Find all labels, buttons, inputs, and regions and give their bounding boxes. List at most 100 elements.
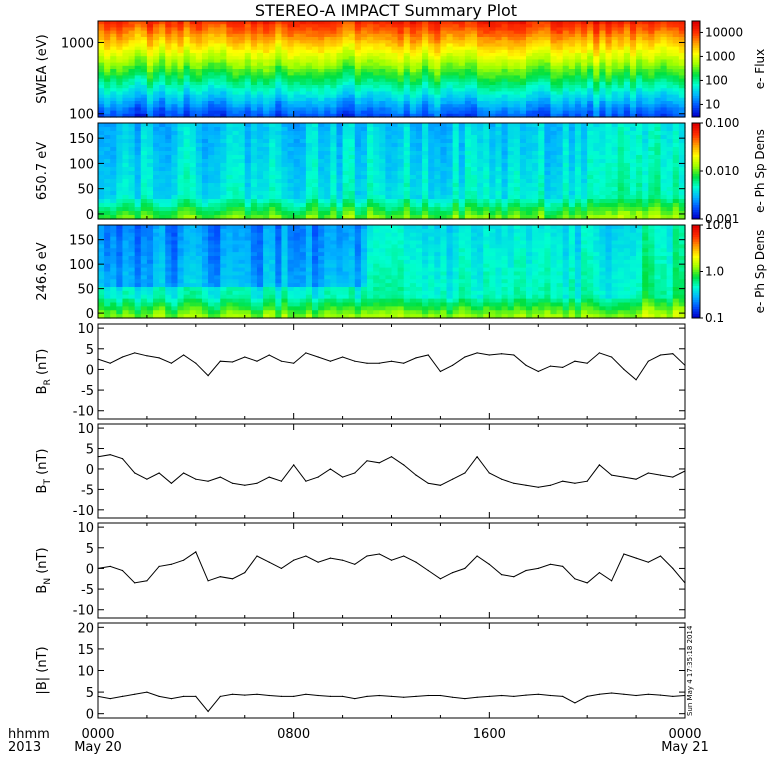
- spectrogram-cell: [599, 167, 607, 172]
- spectrogram-cell: [483, 155, 490, 160]
- spectrogram-cell: [324, 123, 331, 128]
- spectrogram-cell: [287, 143, 295, 148]
- spectrogram-cell: [434, 88, 442, 92]
- spectrogram-cell: [562, 107, 570, 112]
- spectrogram-cell: [238, 75, 246, 80]
- spectrogram-cell: [177, 199, 185, 204]
- spectrogram-cell: [446, 33, 454, 38]
- spectrogram-cell: [146, 104, 154, 108]
- spectrogram-cell: [501, 171, 509, 176]
- spectrogram-cell: [556, 101, 564, 105]
- spectrogram-cell: [116, 135, 124, 140]
- spectrogram-cell: [183, 94, 191, 99]
- spectrogram-cell: [299, 167, 307, 172]
- spectrogram-cell: [587, 175, 594, 180]
- spectrogram-cell: [385, 159, 393, 164]
- spectrogram-cell: [428, 143, 435, 148]
- spectrogram-cell: [422, 91, 429, 96]
- spectrogram-cell: [403, 155, 411, 160]
- spectrogram-cell: [672, 104, 680, 108]
- spectrogram-cell: [422, 81, 429, 86]
- spectrogram-cell: [470, 215, 478, 220]
- spectrogram-cell: [477, 163, 484, 168]
- spectrogram-cell: [134, 127, 142, 132]
- spectrogram-cell: [305, 110, 313, 115]
- spectrogram-cell: [189, 97, 197, 102]
- spectrogram-cell: [379, 199, 386, 204]
- spectrogram-cell: [250, 59, 258, 64]
- spectrogram-cell: [324, 78, 331, 83]
- spectrogram-cell: [593, 135, 600, 140]
- spectrogram-cell: [128, 175, 136, 180]
- spectrogram-cell: [544, 53, 552, 57]
- spectrogram-cell: [666, 56, 674, 60]
- spectrogram-cell: [452, 199, 460, 204]
- spectrogram-cell: [275, 107, 283, 112]
- spectrogram-cell: [495, 59, 503, 64]
- spectrogram-cell: [391, 203, 399, 208]
- spectrogram-cell: [281, 78, 289, 83]
- spectrogram-cell: [605, 187, 613, 192]
- spectrogram-cell: [146, 143, 154, 148]
- spectrogram-cell: [208, 135, 215, 140]
- spectrogram-cell: [171, 175, 179, 180]
- spectrogram-cell: [678, 62, 686, 67]
- spectrogram-cell: [642, 59, 649, 64]
- spectrogram-cell: [208, 85, 215, 89]
- spectrogram-cell: [587, 207, 594, 212]
- spectrogram-cell: [409, 62, 417, 67]
- spectrogram-cell: [318, 88, 325, 92]
- spectrogram-cell: [153, 49, 160, 54]
- spectrogram-cell: [330, 191, 338, 196]
- spectrogram-cell: [470, 135, 478, 140]
- spectrogram-cell: [574, 78, 582, 83]
- colorbar-step: [692, 49, 700, 53]
- spectrogram-cell: [201, 131, 209, 136]
- spectrogram-cell: [360, 203, 368, 208]
- spectrogram-cell: [660, 33, 668, 38]
- spectrogram-cell: [208, 179, 215, 184]
- spectrogram-cell: [165, 65, 172, 70]
- spectrogram-cell: [470, 91, 478, 96]
- spectrogram-cell: [562, 159, 570, 164]
- spectrogram-cell: [256, 139, 264, 144]
- spectrogram-cell: [104, 21, 111, 25]
- spectrogram-cell: [116, 127, 124, 132]
- spectrogram-cell: [574, 91, 582, 96]
- spectrogram-cell: [391, 85, 399, 89]
- spectrogram-cell: [214, 191, 221, 196]
- spectrogram-cell: [385, 40, 393, 44]
- spectrogram-cell: [305, 46, 313, 51]
- spectrogram-cell: [354, 127, 362, 132]
- spectrogram-cell: [165, 91, 172, 96]
- spectrogram-cell: [581, 207, 588, 212]
- spectrogram-cell: [672, 81, 680, 86]
- colorbar-step: [692, 78, 700, 82]
- spectrogram-cell: [434, 211, 442, 216]
- spectrogram-cell: [189, 131, 197, 136]
- spectrogram-cell: [477, 65, 484, 70]
- spectrogram-cell: [593, 94, 600, 99]
- spectrogram-cell: [220, 123, 227, 128]
- spectrogram-cell: [415, 143, 423, 148]
- spectrogram-cell: [415, 62, 423, 67]
- spectrogram-cell: [556, 53, 564, 57]
- spectrogram-cell: [281, 147, 289, 152]
- spectrogram-cell: [226, 91, 234, 96]
- spectrogram-cell: [128, 163, 136, 168]
- spectrogram-cell: [550, 88, 558, 92]
- spectrogram-cell: [354, 72, 362, 76]
- spectrogram-cell: [409, 207, 417, 212]
- spectrogram-cell: [587, 40, 594, 44]
- spectrogram-cell: [140, 151, 148, 156]
- spectrogram-cell: [354, 139, 362, 144]
- spectrogram-cell: [464, 215, 472, 220]
- spectrogram-cell: [208, 215, 215, 220]
- spectrogram-cell: [532, 215, 539, 220]
- spectrogram-cell: [244, 53, 252, 57]
- spectrogram-cell: [483, 187, 490, 192]
- spectrogram-cell: [434, 143, 442, 148]
- spectrogram-cell: [263, 191, 270, 196]
- spectrogram-cell: [409, 151, 417, 156]
- spectrogram-cell: [593, 147, 600, 152]
